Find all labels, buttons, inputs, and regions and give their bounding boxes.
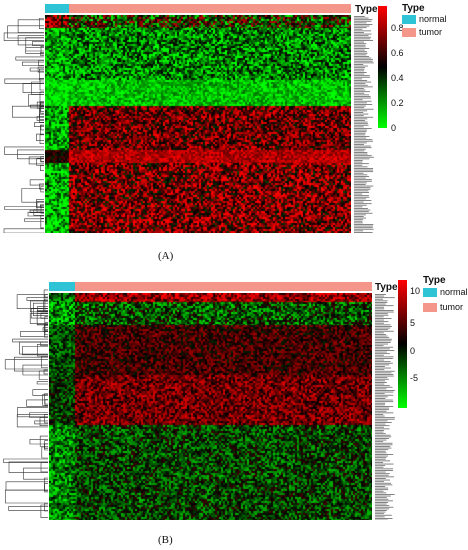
colorbar — [378, 6, 387, 128]
sample-type-bar — [45, 4, 351, 13]
legend-label: tumor — [419, 27, 443, 37]
legend-item-normal: normal — [402, 14, 447, 24]
tumor-annotation — [69, 4, 351, 13]
colorbar-tick: 0 — [410, 346, 416, 356]
sample-type-bar — [49, 282, 372, 291]
colorbar-tick: 0.4 — [391, 73, 404, 83]
tumor-annotation — [74, 282, 372, 291]
row-dendrogram — [3, 289, 48, 518]
panel-caption: (A) — [158, 250, 174, 262]
normal-annotation — [45, 4, 70, 13]
panel-caption: (B) — [158, 534, 173, 546]
panel-a: Type 0.8 0.6 0.4 0.2 0 Type normal tumor… — [0, 0, 468, 270]
legend-title: Type — [423, 275, 446, 286]
legend-swatch — [423, 302, 437, 312]
panel-b: Type 10 5 0 -5 Type normal tumor (B) — [0, 272, 468, 550]
colorbar-tick: 0 — [391, 123, 397, 133]
legend-swatch — [402, 14, 416, 24]
legend-label: tumor — [440, 302, 464, 312]
legend-item-tumor: tumor — [402, 27, 442, 37]
normal-annotation — [49, 282, 75, 291]
heatmap — [45, 15, 351, 233]
annotation-title: Type — [375, 282, 398, 293]
legend-item-tumor: tumor — [423, 302, 463, 312]
legend-swatch — [402, 27, 416, 37]
legend-swatch — [423, 287, 437, 297]
colorbar-tick: 0.8 — [391, 23, 404, 33]
row-labels — [354, 16, 374, 233]
legend-label: normal — [440, 287, 468, 297]
colorbar-tick: 10 — [410, 286, 421, 296]
colorbar-tick: 0.2 — [391, 98, 404, 108]
legend-label: normal — [419, 14, 447, 24]
colorbar-tick: 5 — [410, 318, 416, 328]
colorbar-tick: 0.6 — [391, 48, 404, 58]
colorbar-tick: -5 — [410, 373, 419, 383]
row-labels — [375, 294, 395, 520]
heatmap — [49, 293, 372, 520]
legend-title: Type — [402, 3, 425, 14]
annotation-title: Type — [355, 4, 378, 15]
row-dendrogram — [3, 18, 44, 233]
colorbar — [398, 280, 407, 408]
legend-item-normal: normal — [423, 287, 468, 297]
